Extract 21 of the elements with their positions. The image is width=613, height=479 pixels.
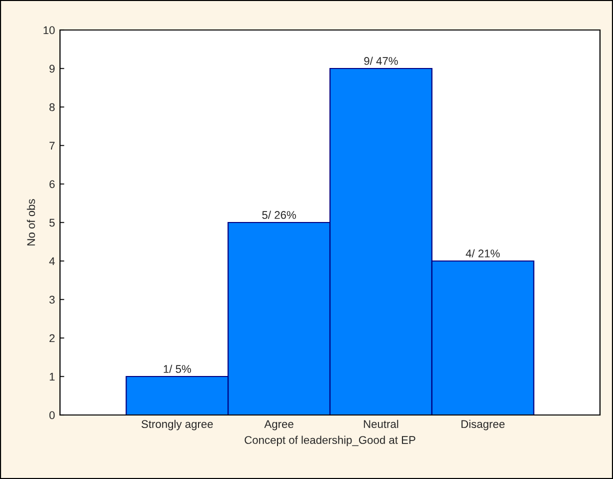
- y-tick-label: 5: [49, 218, 55, 227]
- y-tick-label: 1: [50, 372, 55, 381]
- x-tick-label: Neutral: [364, 420, 398, 428]
- x-tick-label: Strongly agree: [142, 420, 213, 430]
- y-tick-label: 8: [49, 103, 55, 112]
- data-label: 4/ 21%: [466, 249, 500, 258]
- data-label: 5/ 26%: [262, 210, 296, 219]
- y-axis-title: No of obs: [26, 199, 36, 246]
- y-tick-label: 9: [49, 64, 55, 73]
- y-tick-label: 2: [50, 334, 55, 342]
- x-tick-label: Agree: [264, 420, 294, 430]
- y-tick-label: 7: [50, 142, 55, 150]
- x-tick-label: Disagree: [462, 420, 505, 430]
- x-axis-title: Concept of leadership_Good at EP: [244, 436, 416, 446]
- y-tick-label: 6: [50, 180, 55, 188]
- y-tick-label: 0: [49, 411, 55, 420]
- y-tick-label: 4: [49, 257, 55, 266]
- data-label: 1/ 5%: [164, 364, 191, 373]
- data-label: 9/ 47%: [364, 56, 398, 65]
- y-tick-label: 10: [44, 26, 55, 34]
- y-tick-label: 3: [49, 296, 55, 304]
